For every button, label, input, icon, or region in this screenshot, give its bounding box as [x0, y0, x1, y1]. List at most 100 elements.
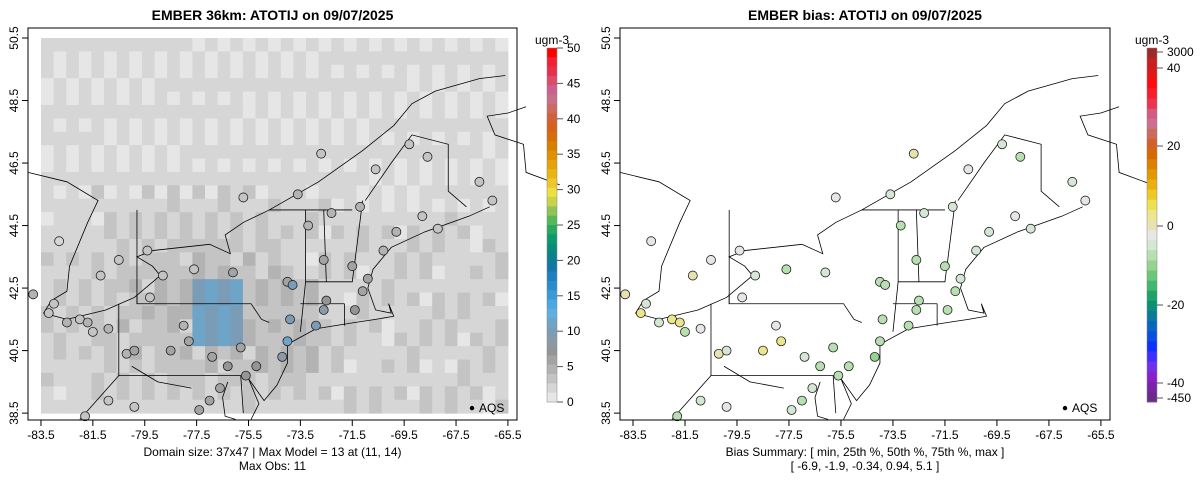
station-marker: [830, 192, 841, 203]
model-cell: [91, 359, 105, 374]
model-cell: [470, 104, 484, 119]
model-cell: [78, 252, 92, 267]
model-cell: [343, 372, 357, 387]
model-cell: [179, 158, 193, 173]
model-cell: [318, 171, 332, 186]
model-cell: [495, 212, 509, 227]
model-cell: [255, 346, 269, 361]
model-cell: [331, 104, 345, 119]
model-cell: [432, 104, 446, 119]
model-cell: [167, 332, 181, 347]
station-marker: [880, 280, 891, 290]
model-cell: [381, 51, 395, 66]
station-marker: [776, 336, 787, 347]
model-cell: [104, 292, 118, 307]
model-cell: [192, 91, 206, 106]
model-cell: [268, 279, 282, 294]
aqs-legend-dot: [1062, 405, 1068, 411]
model-cell: [66, 399, 80, 414]
model-cell: [482, 346, 496, 361]
model-cell: [230, 78, 244, 93]
model-cell: [305, 399, 320, 414]
model-cell: [356, 145, 370, 160]
model-cell: [280, 372, 294, 387]
model-cell: [230, 131, 244, 146]
colorbar-swatch: [547, 271, 557, 282]
model-cell: [217, 225, 231, 240]
model-cell: [305, 198, 320, 213]
x-tick-label: -77.5: [775, 428, 803, 442]
model-cell: [78, 198, 92, 213]
model-cell: [369, 305, 383, 320]
model-cell: [268, 319, 282, 334]
colorbar-swatch: [547, 280, 557, 291]
footer-text: Max Obs: 11: [239, 459, 306, 473]
model-cell: [230, 238, 244, 253]
model-cell: [406, 386, 421, 401]
model-cell: [205, 118, 219, 133]
colorbar-swatch: [547, 94, 557, 105]
model-cell: [482, 91, 496, 106]
model-cell: [419, 118, 433, 133]
model-cell: [40, 359, 55, 374]
model-cell: [230, 319, 244, 334]
model-cell: [318, 78, 332, 93]
colorbar-swatch: [547, 57, 557, 68]
model-cell: [482, 78, 496, 93]
model-cell: [53, 346, 67, 361]
model-cell: [343, 346, 357, 361]
model-cell: [141, 212, 156, 227]
model-cell: [470, 185, 484, 200]
model-cell: [457, 212, 471, 227]
model-cell: [293, 399, 307, 414]
model-cell: [104, 252, 118, 267]
boundary-line: [840, 206, 1083, 420]
model-cell: [116, 265, 130, 280]
colorbar-swatch: [547, 327, 557, 338]
colorbar-swatch: [1147, 189, 1157, 201]
model-cell: [318, 51, 332, 66]
model-cell: [205, 91, 219, 106]
colorbar-swatch: [547, 187, 557, 198]
model-cell: [381, 265, 395, 280]
station-marker: [43, 308, 54, 318]
model-cell: [192, 198, 206, 213]
model-cell: [242, 386, 257, 401]
model-cell: [444, 131, 458, 146]
model-cell: [280, 238, 294, 253]
model-cell: [255, 198, 269, 213]
model-cell: [369, 171, 383, 186]
model-cell: [40, 145, 55, 160]
model-cell: [53, 38, 67, 52]
model-cell: [305, 359, 320, 374]
model-cell: [457, 346, 471, 361]
station-marker: [721, 345, 732, 356]
model-cell: [40, 265, 55, 280]
model-cell: [356, 319, 370, 334]
model-cell: [305, 104, 320, 119]
model-cell: [406, 252, 421, 267]
model-cell: [255, 319, 269, 334]
model-cell: [444, 212, 458, 227]
model-cell: [116, 305, 130, 320]
boundary-line: [814, 381, 829, 420]
colorbar-swatch: [1147, 169, 1157, 180]
model-cell: [406, 292, 421, 307]
model-cell: [293, 78, 307, 93]
model-cell: [495, 386, 509, 401]
station-marker: [316, 148, 327, 159]
model-cell: [343, 158, 357, 173]
station-marker: [734, 245, 745, 256]
station-marker: [54, 236, 65, 247]
model-cell: [192, 131, 206, 146]
station-marker: [875, 336, 885, 347]
colorbar-swatch: [547, 178, 557, 189]
model-cell: [432, 158, 446, 173]
x-tick-label: -83.5: [619, 428, 647, 442]
model-cell: [318, 359, 332, 374]
model-cell: [495, 51, 509, 66]
model-cell: [482, 131, 496, 146]
colorbar-swatch: [1147, 270, 1157, 282]
model-cell: [167, 265, 181, 280]
model-cell: [91, 399, 105, 414]
